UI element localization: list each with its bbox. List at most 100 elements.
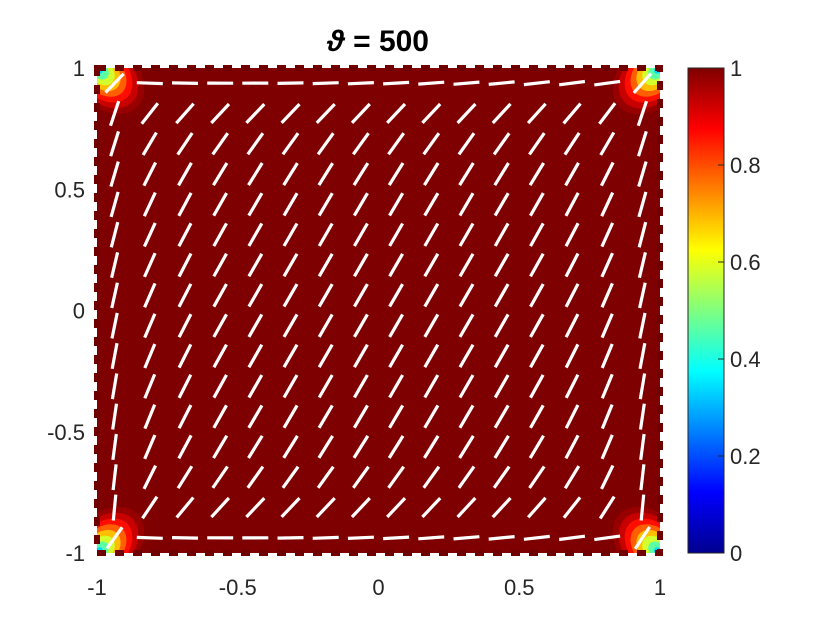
director-segment	[143, 403, 157, 430]
director-segment	[529, 404, 545, 429]
director-segment	[636, 100, 649, 127]
director-segment	[528, 162, 545, 187]
director-segment	[637, 161, 648, 188]
director-segment	[492, 132, 511, 156]
director-segment	[247, 343, 264, 369]
director-segment	[528, 465, 546, 489]
director-segment	[171, 536, 199, 540]
director-segment	[282, 435, 299, 459]
director-segment	[458, 374, 475, 399]
director-segment	[529, 374, 545, 399]
director-segment	[523, 534, 550, 541]
director-segment	[527, 496, 547, 519]
director-segment	[111, 494, 118, 521]
director-segment	[637, 221, 648, 248]
director-segment	[317, 404, 334, 429]
director-segment	[352, 465, 370, 489]
director-segment	[423, 252, 440, 278]
director-segment	[282, 374, 299, 399]
director-segment	[280, 496, 301, 519]
director-segment	[136, 535, 163, 540]
director-segment	[422, 465, 441, 489]
director-segment	[600, 313, 614, 339]
colorbar-tick-label: 0.4	[730, 347, 761, 372]
director-segment	[493, 222, 510, 247]
director-segment	[111, 403, 119, 430]
director-segment	[529, 283, 545, 308]
director-segment	[210, 102, 231, 125]
director-segment	[109, 191, 120, 218]
director-segment	[110, 282, 119, 309]
director-segment	[277, 81, 304, 85]
director-segment	[637, 191, 648, 218]
colorbar-ticks: 0 0.2 0.4 0.6 0.8 1	[718, 56, 761, 566]
director-segment	[353, 343, 369, 369]
director-segment	[315, 102, 336, 125]
director-segment	[491, 496, 512, 519]
director-segment	[104, 72, 125, 94]
director-segment	[317, 192, 334, 217]
director-segment	[639, 433, 646, 461]
director-segment	[317, 162, 334, 186]
director-segment	[564, 373, 580, 399]
director-segment	[247, 434, 264, 459]
director-segment	[493, 162, 510, 187]
director-segment	[352, 192, 369, 217]
director-segment	[317, 435, 334, 459]
director-segment	[109, 130, 121, 157]
director-segment	[457, 465, 476, 489]
director-segment	[245, 496, 266, 519]
director-segment	[282, 404, 299, 429]
director-segment	[212, 434, 229, 459]
director-segment	[458, 252, 475, 278]
director-segment	[352, 162, 370, 186]
director-segment	[423, 435, 440, 459]
director-segment	[388, 374, 404, 399]
director-segment	[421, 497, 442, 519]
director-segment	[457, 132, 476, 156]
director-segment	[282, 162, 299, 186]
director-segment	[528, 132, 546, 156]
director-segment	[352, 435, 370, 459]
director-segment	[639, 494, 646, 521]
director-segment	[638, 403, 646, 430]
plot-area	[94, 65, 663, 556]
director-segment	[388, 283, 404, 308]
director-segment	[143, 252, 157, 278]
director-segment	[177, 162, 193, 187]
director-segment	[423, 374, 440, 399]
director-segment	[347, 535, 374, 540]
director-segment	[247, 404, 264, 429]
director-segment	[493, 253, 510, 278]
director-segment	[636, 130, 648, 157]
director-segment	[564, 404, 580, 429]
director-segment	[639, 464, 646, 491]
director-segment	[280, 102, 301, 125]
director-segment	[317, 222, 334, 247]
director-segment	[388, 192, 405, 217]
x-tick-label: 1	[654, 575, 666, 600]
director-segment	[600, 403, 614, 430]
director-segment	[317, 313, 334, 338]
colorbar-tick-label: 0.8	[730, 153, 761, 178]
director-segment	[563, 465, 581, 490]
director-segment	[316, 132, 335, 156]
director-segment	[212, 162, 229, 187]
y-axis: -1 -0.5 0 0.5 1	[47, 56, 85, 566]
director-segment	[638, 373, 647, 400]
director-segment	[246, 465, 265, 489]
director-segment	[177, 283, 193, 308]
director-segment	[312, 81, 339, 86]
director-segment	[247, 374, 264, 399]
director-segment	[246, 132, 265, 156]
colorbar-tick-label: 0.6	[730, 250, 761, 275]
director-segment	[111, 433, 118, 461]
director-segment	[600, 434, 614, 460]
x-tick-label: -0.5	[219, 575, 257, 600]
director-segment	[491, 102, 512, 125]
director-segment	[458, 283, 475, 308]
director-segment	[600, 343, 614, 369]
director-segment	[458, 162, 475, 186]
y-tick-label: 0.5	[54, 177, 85, 202]
director-segment	[562, 102, 582, 125]
